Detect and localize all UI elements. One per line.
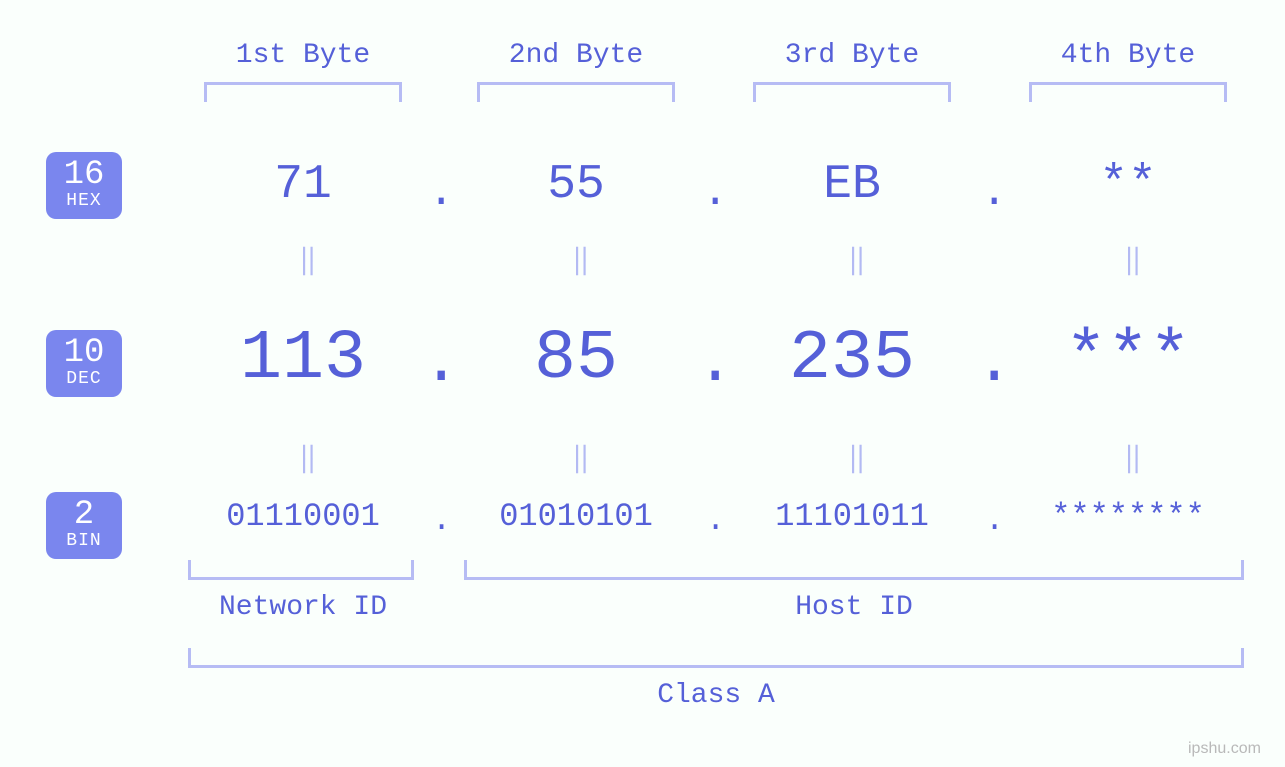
dec-dot-1: . [422,328,460,400]
eq-hex-dec-2: == [561,245,595,273]
byte-bracket-4 [1029,82,1227,102]
base-num-dec: 10 [46,336,122,372]
eq-dec-bin-2: == [561,443,595,471]
dec-byte-4: *** [1028,320,1228,399]
eq-hex-dec-1: == [288,245,322,273]
base-num-hex: 16 [46,158,122,194]
class-label: Class A [656,680,776,711]
watermark: ipshu.com [1188,740,1261,758]
base-label-hex: HEX [46,192,122,211]
eq-dec-bin-1: == [288,443,322,471]
ip-diagram: 16 HEX 10 DEC 2 BIN 1st Byte 2nd Byte 3r… [0,0,1285,767]
host-id-label: Host ID [794,592,914,623]
bin-dot-3: . [985,502,1004,539]
hex-dot-1: . [428,168,454,218]
base-badge-dec: 10 DEC [46,330,122,397]
eq-hex-dec-3: == [837,245,871,273]
dec-byte-2: 85 [476,320,676,399]
base-label-bin: BIN [46,532,122,551]
hex-byte-2: 55 [516,158,636,212]
base-badge-hex: 16 HEX [46,152,122,219]
base-label-dec: DEC [46,370,122,389]
base-badge-bin: 2 BIN [46,492,122,559]
eq-hex-dec-4: == [1113,245,1147,273]
base-num-bin: 2 [46,498,122,534]
byte-header-1: 1st Byte [233,40,373,71]
eq-dec-bin-3: == [837,443,871,471]
dec-dot-2: . [696,328,734,400]
byte-header-3: 3rd Byte [782,40,922,71]
byte-bracket-1 [204,82,402,102]
dec-byte-3: 235 [752,320,952,399]
network-id-bracket [188,560,414,580]
network-id-label: Network ID [218,592,388,623]
bin-dot-1: . [432,502,451,539]
hex-dot-3: . [981,168,1007,218]
class-bracket [188,648,1244,668]
byte-header-4: 4th Byte [1058,40,1198,71]
dec-dot-3: . [975,328,1013,400]
host-id-bracket [464,560,1244,580]
bin-byte-4: ******** [1018,498,1238,535]
bin-byte-2: 01010101 [466,498,686,535]
dec-byte-1: 113 [203,320,403,399]
bin-byte-3: 11101011 [742,498,962,535]
hex-byte-1: 71 [243,158,363,212]
byte-bracket-2 [477,82,675,102]
eq-dec-bin-4: == [1113,443,1147,471]
bin-byte-1: 01110001 [193,498,413,535]
bin-dot-2: . [706,502,725,539]
hex-dot-2: . [702,168,728,218]
byte-bracket-3 [753,82,951,102]
byte-header-2: 2nd Byte [506,40,646,71]
hex-byte-3: EB [792,158,912,212]
hex-byte-4: ** [1068,158,1188,212]
